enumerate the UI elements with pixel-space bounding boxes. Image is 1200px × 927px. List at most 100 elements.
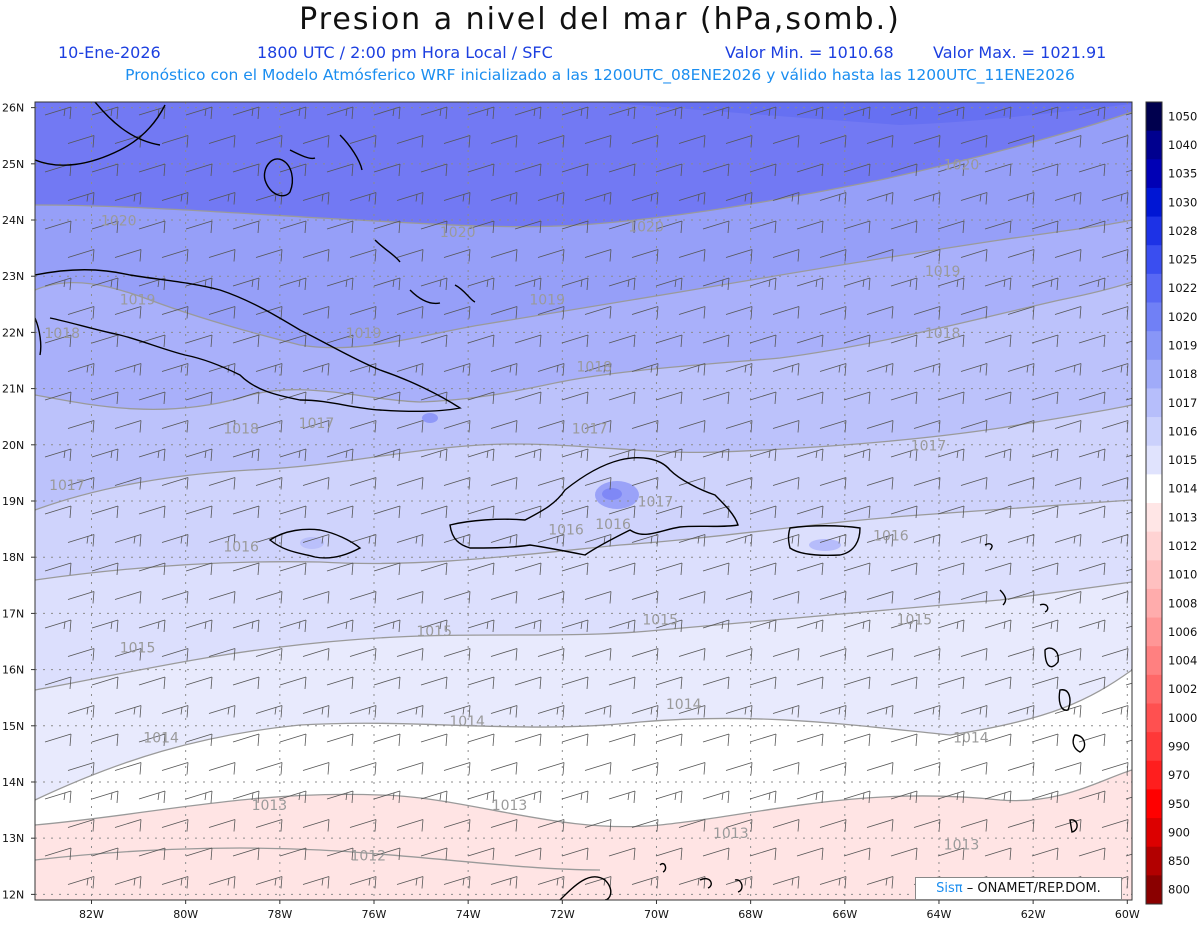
wind-barb-flag	[727, 106, 730, 120]
wind-barb	[725, 819, 753, 828]
wind-barb	[420, 334, 448, 344]
wind-barb	[678, 249, 706, 258]
wind-barb	[537, 249, 565, 258]
wind-barb-flag	[421, 876, 424, 889]
wind-barb	[631, 420, 659, 429]
wind-barb	[326, 619, 354, 629]
wind-barb	[937, 106, 965, 116]
wind-barb-flag	[562, 705, 565, 718]
wind-barb	[232, 562, 260, 572]
wind-barb-flag	[539, 163, 542, 177]
wind-barb	[373, 448, 401, 458]
wind-barb	[326, 790, 354, 800]
wind-barb-flag	[421, 306, 424, 319]
wind-barb	[772, 534, 800, 543]
wind-barb-flag	[768, 450, 771, 459]
wind-barb-flag	[838, 365, 841, 373]
wind-barb	[1054, 477, 1082, 486]
wind-barb	[514, 220, 542, 230]
wind-barb-flag	[985, 420, 988, 433]
wind-barb	[655, 562, 683, 572]
credit-org: – ONAMET/REP.DOM.	[966, 881, 1101, 896]
wind-barb-flag	[86, 194, 89, 202]
wind-barb	[114, 306, 142, 315]
wind-barb	[725, 192, 753, 201]
wind-barb	[796, 220, 824, 230]
wind-barb-flag	[1103, 391, 1106, 405]
wind-barb	[232, 448, 260, 458]
wind-barb-flag	[492, 676, 495, 690]
wind-barb	[185, 790, 213, 800]
wind-barb	[514, 733, 542, 743]
wind-barb-flag	[486, 279, 489, 288]
wind-barb	[937, 277, 965, 287]
wind-barb-flag	[844, 534, 847, 547]
wind-barb-flag	[1079, 192, 1082, 205]
wind-barb-flag	[727, 676, 730, 690]
wind-barb	[279, 733, 307, 743]
wind-barb-flag	[233, 477, 236, 490]
wind-barb-flag	[157, 108, 160, 117]
wind-barb-flag	[891, 135, 894, 148]
wind-barb-flag	[1050, 279, 1053, 288]
colorbar-label: 900	[1168, 825, 1190, 839]
wind-barb	[67, 648, 95, 657]
wind-barb	[1031, 562, 1059, 572]
wind-barb	[725, 420, 753, 429]
wind-barb	[1007, 591, 1035, 600]
wind-barb	[890, 505, 918, 515]
lon-label: 64W	[927, 908, 952, 921]
wind-barb-flag	[280, 135, 283, 148]
wind-barb-flag	[327, 420, 330, 433]
wind-barb-flag	[962, 106, 965, 120]
wind-barb-flag	[915, 106, 918, 120]
jamaica-coast	[268, 528, 362, 559]
wind-barb	[1125, 283, 1132, 287]
wind-barb	[819, 249, 847, 258]
wind-barb-flag	[697, 365, 700, 373]
wind-barb	[913, 534, 941, 543]
wind-barb-flag	[1079, 534, 1082, 547]
wind-barb	[396, 534, 424, 543]
wind-barb-flag	[680, 334, 683, 348]
wind-barb	[208, 705, 236, 714]
wind-barb	[1101, 192, 1129, 201]
wind-barb	[584, 648, 612, 657]
wind-barb	[937, 790, 965, 800]
wind-barb-flag	[398, 790, 401, 804]
bahamas-andros	[263, 158, 294, 197]
wind-barb-flag	[92, 477, 95, 490]
wind-barb	[161, 591, 189, 600]
wind-barb-flag	[1126, 420, 1129, 433]
wind-barb-flag	[280, 306, 283, 319]
wind-barb-flag	[656, 420, 659, 433]
wind-barb	[44, 619, 72, 629]
wind-barb-flag	[233, 363, 236, 376]
wind-barb	[749, 277, 777, 287]
wind-barb-flag	[210, 619, 213, 633]
wind-barb	[161, 648, 189, 657]
wind-barb-flag	[351, 448, 354, 462]
wind-barb-flag	[586, 733, 589, 747]
wind-barb	[890, 562, 918, 572]
wind-barb-flag	[133, 536, 136, 544]
wind-barb	[232, 163, 260, 173]
wind-barb	[937, 619, 965, 629]
wind-barb-flag	[186, 762, 189, 775]
wind-barb-flag	[468, 534, 471, 547]
wind-barb	[349, 705, 377, 714]
wind-barb-flag	[163, 847, 166, 861]
wind-barb	[631, 705, 659, 714]
colorbar-label: 1006	[1168, 625, 1197, 639]
wind-barb	[608, 676, 636, 686]
colorbar-swatch	[1146, 846, 1162, 876]
wind-barb	[561, 391, 589, 401]
wind-barb	[608, 334, 636, 344]
wind-barb-flag	[274, 365, 277, 373]
wind-barb-flag	[69, 790, 72, 804]
wind-barb	[960, 762, 988, 771]
wind-barb	[960, 648, 988, 657]
wind-barb-flag	[210, 505, 213, 519]
wind-barb-flag	[398, 847, 401, 861]
wind-barb-flag	[1103, 733, 1106, 747]
